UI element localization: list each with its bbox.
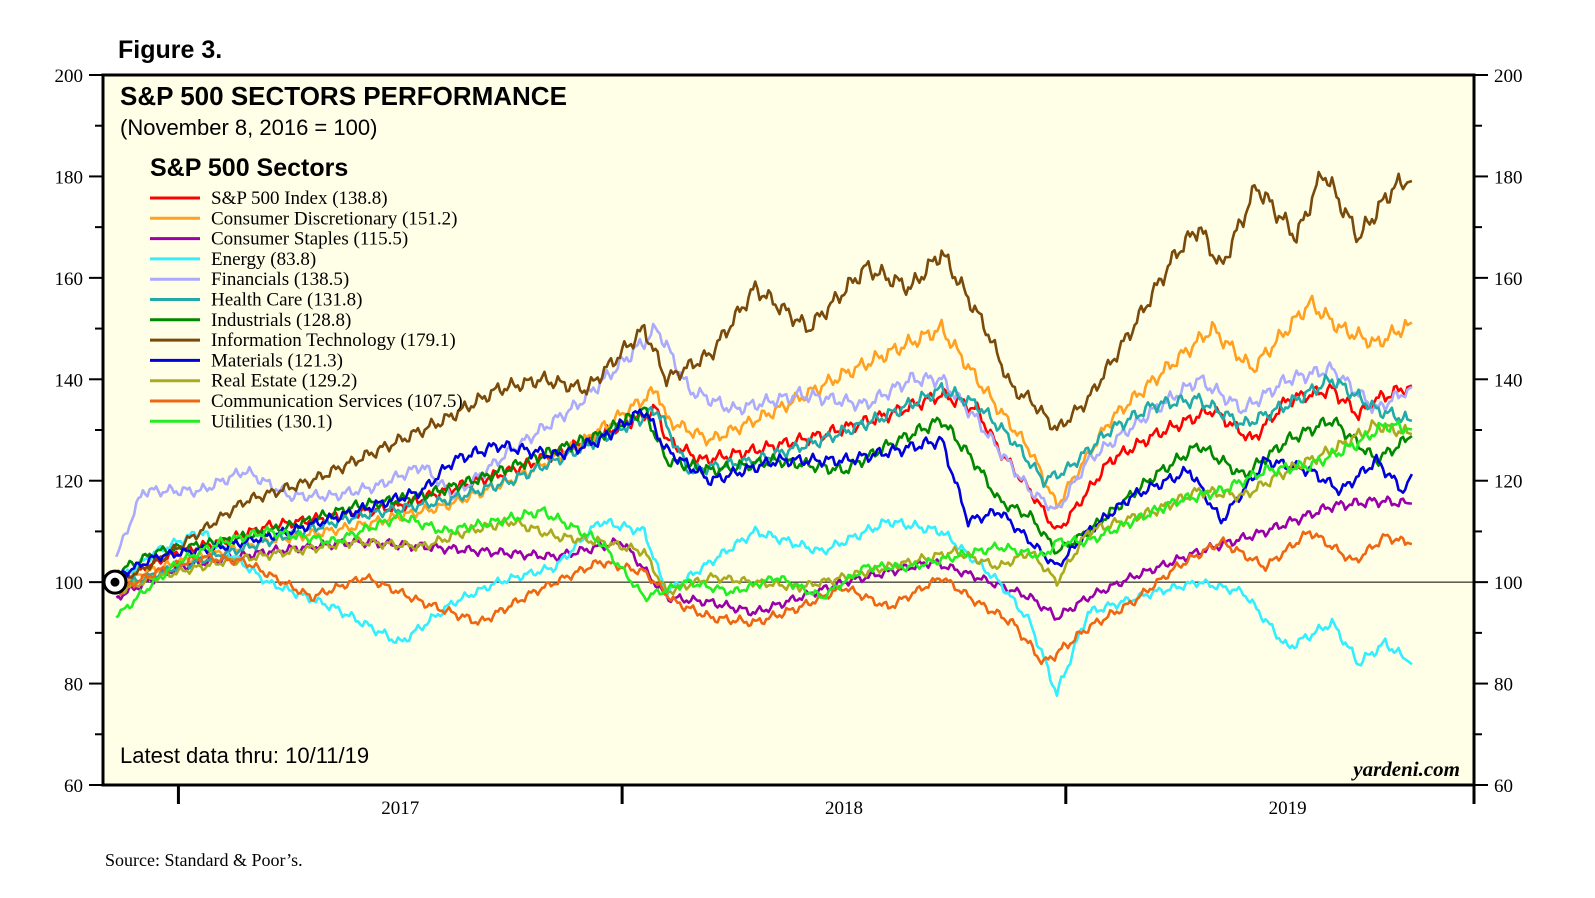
series-lines [115,170,1414,698]
y-tick-label-right: 140 [1494,370,1523,391]
y-tick-label-right: 200 [1494,66,1523,87]
figure-label: Figure 3. [118,36,222,64]
y-tick-label-right: 160 [1494,269,1523,290]
y-tick-label-left: 80 [64,675,83,696]
legend-label: Communication Services (107.5) [211,391,463,412]
x-axis: 2017 2018 2019 [103,783,1476,819]
y-tick-label-right: 80 [1494,675,1513,696]
series-line [115,495,1412,621]
start-marker-dot [110,577,120,587]
legend-label: Financials (138.5) [211,269,349,290]
y-tick-label-left: 120 [55,472,84,493]
y-tick-label-left: 180 [55,167,84,188]
series-line [115,294,1413,584]
source-note: Source: Standard & Poor’s. [105,850,303,870]
y-tick-label-left: 60 [64,776,83,797]
watermark: yardeni.com [1350,757,1460,781]
legend-label: Energy (83.8) [211,249,316,270]
y-tick-label-left: 160 [55,269,84,290]
series-line [115,530,1413,666]
legend-label: Materials (121.3) [211,350,343,371]
legend-label: Information Technology (179.1) [211,330,456,351]
x-tick-label: 2017 [381,798,419,819]
x-tick-label: 2019 [1269,798,1307,819]
legend: S&P 500 Index (138.8)Consumer Discretion… [150,188,463,432]
y-tick-label-right: 60 [1494,776,1513,797]
series-line [115,322,1413,558]
start-marker [102,569,128,595]
y-tick-label-right: 180 [1494,167,1523,188]
chart-title: S&P 500 SECTORS PERFORMANCE [120,81,567,111]
series-line [115,170,1413,584]
series-line [115,373,1413,590]
legend-title: S&P 500 Sectors [150,154,348,182]
series-line [115,383,1413,584]
legend-label: Industrials (128.8) [211,310,351,331]
legend-label: S&P 500 Index (138.8) [211,188,388,209]
legend-label: Health Care (131.8) [211,290,362,311]
legend-label: Consumer Discretionary (151.2) [211,208,457,229]
y-axis-left: 60 80 100 120 140 160 180 200 [55,66,103,797]
chart-subtitle: (November 8, 2016 = 100) [120,115,377,140]
x-tick-label: 2018 [825,798,863,819]
series-line [115,517,1413,698]
y-axis-right: 60 80 100 120 140 160 180 200 [1474,66,1523,797]
legend-label: Consumer Staples (115.5) [211,229,408,250]
legend-label: Utilities (130.1) [211,411,332,432]
plot-area [101,73,1476,787]
legend-label: Real Estate (129.2) [211,371,357,392]
y-tick-label-left: 100 [55,573,84,594]
series-line [115,419,1413,619]
y-tick-label-right: 100 [1494,573,1523,594]
y-tick-label-right: 120 [1494,472,1523,493]
y-tick-label-left: 200 [55,66,84,87]
series-line [115,408,1414,579]
latest-data-note: Latest data thru: 10/11/19 [120,743,369,768]
y-tick-label-left: 140 [55,370,84,391]
